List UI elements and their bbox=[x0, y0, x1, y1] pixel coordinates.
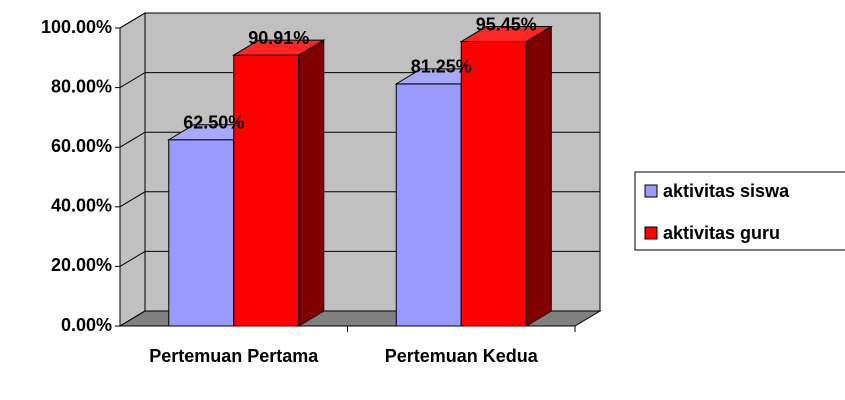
legend-swatch bbox=[644, 226, 658, 240]
y-tick-label: 40.00% bbox=[51, 196, 112, 216]
bar-front bbox=[460, 41, 527, 327]
y-tick-label: 0.00% bbox=[61, 315, 112, 335]
bar-top bbox=[231, 39, 326, 56]
bar-front bbox=[233, 54, 300, 327]
bar bbox=[231, 39, 326, 327]
bar-front bbox=[168, 139, 235, 327]
data-label: 95.45% bbox=[476, 14, 537, 34]
data-label: 81.25% bbox=[411, 57, 472, 77]
bar-front bbox=[395, 83, 462, 327]
legend-swatch bbox=[644, 184, 658, 198]
y-tick-label: 80.00% bbox=[51, 76, 112, 96]
data-label: 62.50% bbox=[183, 113, 244, 133]
legend-label: aktivitas guru bbox=[663, 223, 780, 243]
legend-label: aktivitas siswa bbox=[663, 181, 790, 201]
y-tick-label: 60.00% bbox=[51, 136, 112, 156]
y-tick-label: 100.00% bbox=[41, 17, 112, 37]
bar-side bbox=[298, 39, 325, 327]
bar-top bbox=[459, 26, 554, 43]
legend-box bbox=[634, 171, 845, 251]
side-wall bbox=[119, 12, 146, 327]
x-tick-label: Pertemuan Pertama bbox=[149, 346, 319, 366]
bar bbox=[459, 25, 554, 327]
data-label: 90.91% bbox=[248, 28, 309, 48]
bar-side bbox=[525, 25, 552, 327]
grid-line bbox=[119, 12, 600, 29]
x-tick-label: Pertemuan Kedua bbox=[384, 346, 538, 366]
y-tick-label: 20.00% bbox=[51, 255, 112, 275]
